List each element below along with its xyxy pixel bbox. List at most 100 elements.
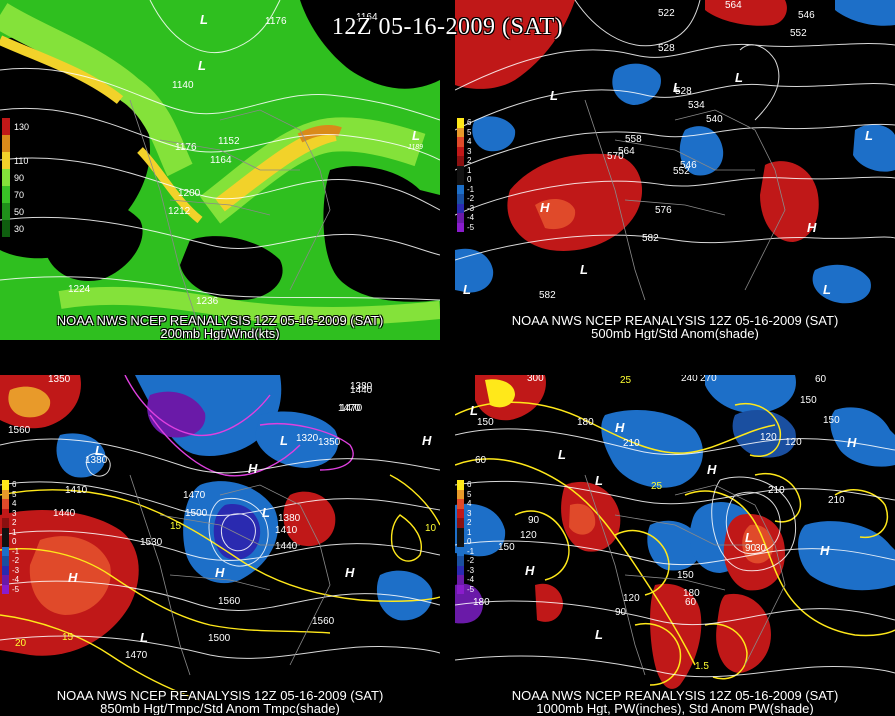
legend-label: 4	[467, 499, 472, 509]
pw-contour-label: 1.5	[695, 661, 709, 672]
high-pressure-marker: H	[248, 461, 258, 476]
legend-label: 70	[14, 189, 25, 200]
legend-swatch: -1	[2, 546, 36, 556]
contour-label: 576	[655, 205, 672, 216]
legend-label: -5	[467, 222, 475, 232]
contour-label: 120	[520, 530, 537, 541]
contour-label: 1380	[278, 513, 301, 524]
contour-label: 1470	[125, 650, 148, 661]
legend-label: 6	[12, 480, 17, 490]
legend-swatch: 4	[457, 137, 491, 147]
contour-label: 120	[623, 593, 640, 604]
legend-label: 4	[467, 137, 472, 147]
contour-label: 1440	[350, 385, 373, 396]
contour-label: 1560	[8, 425, 31, 436]
legend-label: 0	[12, 537, 17, 547]
contour-label: 60	[475, 455, 487, 466]
contour-label: 1236	[196, 296, 219, 307]
low-pressure-marker: L	[463, 282, 471, 297]
panel-subcaption: 1000mb Hgt, PW(inches), Std Anom PW(shad…	[536, 701, 814, 716]
anomaly-legend: 6 5 4 3 2 1 0 -1 -2 -3 -4 -5	[457, 118, 491, 232]
panel-subcaption: 200mb Hgt/Wnd(kts)	[160, 326, 280, 341]
legend-label: -2	[12, 556, 20, 566]
low-pressure-marker: L	[595, 473, 603, 488]
low-pressure-marker: L	[823, 282, 831, 297]
temperature-map-850mb	[0, 375, 440, 715]
contour-label: 90	[615, 607, 627, 618]
contour-label: 240	[681, 375, 698, 384]
legend-swatch: -2	[457, 556, 491, 566]
legend-swatch: -3	[2, 565, 36, 575]
panel-500mb-anomaly: 6 5 4 3 2 1 0 -1 -2 -3 -4 -5 522 564 546…	[455, 0, 895, 340]
low-pressure-marker: L	[280, 433, 288, 448]
anomaly-map-500mb	[455, 0, 895, 340]
legend-swatch: 2	[457, 156, 491, 166]
wind-legend: 130 110 90 70 50 30	[2, 118, 38, 237]
legend-label: 0	[467, 537, 472, 547]
contour-label: 90	[745, 543, 757, 554]
contour-label: 150	[477, 417, 494, 428]
contour-label: 1380	[350, 381, 373, 392]
high-pressure-marker: H	[847, 435, 857, 450]
contour-label: 300	[527, 375, 544, 384]
legend-label: 90	[14, 172, 25, 183]
low-pressure-marker: L	[262, 505, 270, 520]
contour-label: 1176	[265, 16, 287, 27]
legend-swatch: 4	[457, 499, 491, 509]
contour-label: 546	[798, 10, 815, 21]
contour-label: 60	[815, 375, 827, 385]
high-pressure-marker: H	[540, 200, 550, 215]
contour-label: 1410	[65, 485, 88, 496]
contour-label: 90	[528, 515, 540, 526]
legend-label: 6	[467, 118, 472, 128]
contour-label: 1470	[338, 403, 361, 414]
low-pressure-marker: L	[558, 447, 566, 462]
panel-caption: NOAA NWS NCEP REANALYSIS 12Z 05-16-2009 …	[56, 688, 384, 703]
legend-swatch: 50	[2, 203, 38, 220]
high-pressure-marker: H	[422, 433, 432, 448]
contour-label: 1212	[168, 206, 191, 217]
legend-label: 1	[467, 527, 472, 537]
pw-contour-label: 25	[620, 375, 632, 386]
legend-swatch: 3	[2, 508, 36, 518]
contour-label: 210	[623, 438, 640, 449]
low-pressure-marker: L	[595, 627, 603, 642]
legend-label: -1	[467, 184, 475, 194]
high-pressure-marker: H	[807, 220, 817, 235]
contour-label: 150	[800, 395, 817, 406]
legend-label: 2	[467, 518, 472, 528]
legend-swatch: 6	[2, 480, 36, 490]
legend-label: -2	[467, 194, 475, 204]
legend-label: 5	[467, 489, 472, 499]
contour-label: 1350	[48, 375, 71, 385]
legend-swatch: -2	[457, 194, 491, 204]
legend-swatch: 0	[457, 175, 491, 185]
legend-swatch: 110	[2, 152, 38, 169]
low-pressure-marker: L	[580, 262, 588, 277]
legend-label: 1	[12, 527, 17, 537]
legend-label: -3	[467, 203, 475, 213]
contour-label: 150	[823, 415, 840, 426]
legend-label: -3	[467, 565, 475, 575]
low-pressure-marker: L	[95, 443, 103, 458]
panel-subcaption: 500mb Hgt/Std Anom(shade)	[591, 326, 759, 341]
legend-label: -5	[12, 584, 20, 594]
contour-label: 564	[618, 146, 635, 157]
high-pressure-marker: H	[707, 462, 717, 477]
contour-label: 570	[607, 151, 624, 162]
legend-label: 130	[14, 121, 30, 132]
panel-850mb-temperature: 6 5 4 3 2 1 0 -1 -2 -3 -4 -5 1350 1560 1…	[0, 375, 440, 715]
contour-label: 582	[642, 233, 659, 244]
legend-label: 2	[12, 518, 17, 528]
isotherm-label: 15	[62, 632, 74, 643]
contour-label: 1320	[296, 433, 319, 444]
panel-200mb-wind: 130 110 90 70 50 30 1176 1140 1176 1152 …	[0, 0, 440, 340]
panel-1000mb-precipitable-water: 6 5 4 3 2 1 0 -1 -2 -3 -4 -5 300 240 270…	[455, 375, 895, 715]
legend-label: 3	[467, 508, 472, 518]
legend-label: 1	[467, 165, 472, 175]
legend-swatch: 5	[2, 489, 36, 499]
panel-subcaption: 850mb Hgt/Tmpc/Std Anom Tmpc(shade)	[100, 701, 340, 716]
contour-label: 546	[680, 160, 697, 171]
contour-label: 528	[675, 86, 692, 97]
